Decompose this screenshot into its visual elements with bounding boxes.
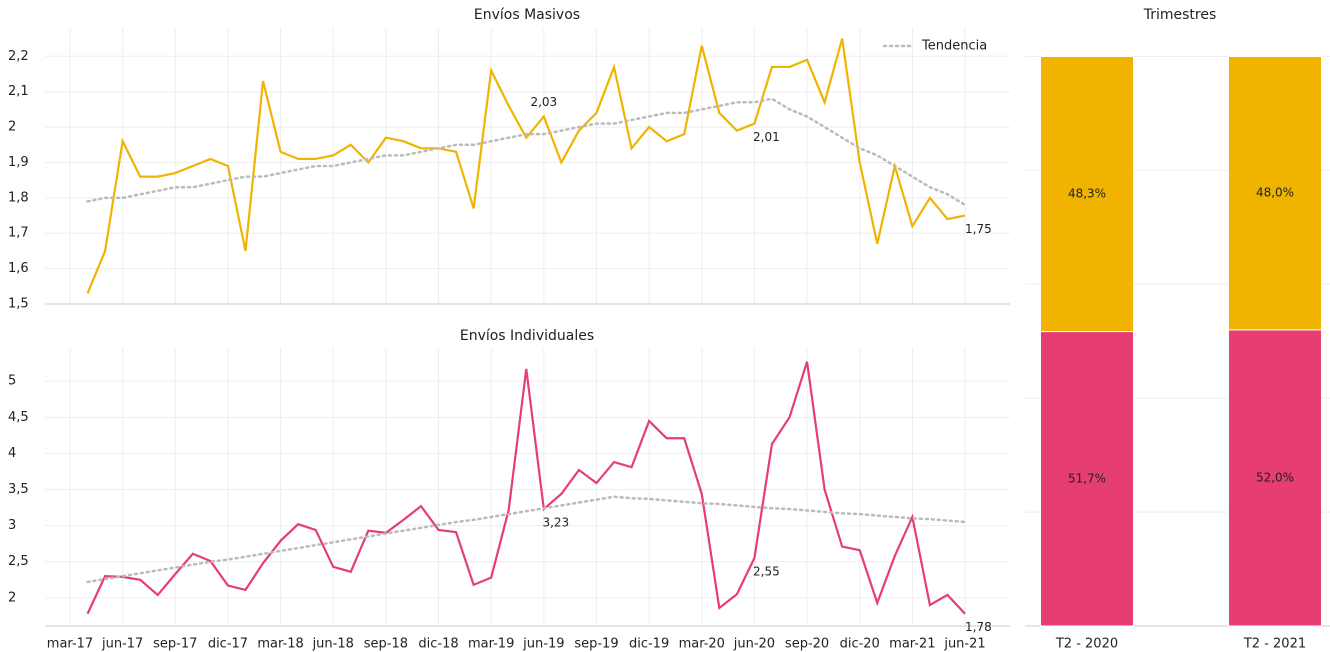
data-line	[86, 361, 966, 615]
y-tick-label: 5	[8, 374, 16, 389]
x-tick-label: sep-17	[153, 637, 197, 652]
y-tick-label: 4	[8, 446, 16, 461]
value-label: 2,03	[530, 95, 557, 109]
y-tick-label: 1,6	[8, 261, 29, 276]
value-label: 48,0%	[1256, 186, 1294, 200]
x-tick-label: mar-18	[257, 637, 303, 652]
bar-segment	[1040, 55, 1134, 333]
bar-segment	[1228, 329, 1322, 627]
y-tick-label: 4,5	[8, 410, 29, 425]
value-label: 52,0%	[1256, 470, 1294, 484]
bar-segment	[1228, 55, 1322, 331]
x-tick-label: mar-21	[889, 637, 935, 652]
y-tick-label: 1,8	[8, 190, 29, 205]
x-tick-label: sep-18	[364, 637, 408, 652]
x-tick-label: jun-18	[312, 637, 354, 652]
y-tick-label: 1,7	[8, 226, 29, 241]
legend-label: Tendencia	[921, 39, 987, 54]
chart-title: Envíos Individuales	[460, 328, 594, 344]
y-tick-label: 2	[8, 590, 16, 605]
chart-title: Envíos Masivos	[474, 7, 580, 23]
trend-line	[86, 495, 967, 584]
value-label: 48,3%	[1068, 187, 1106, 201]
bar-segment	[1040, 331, 1134, 627]
y-tick-label: 2,5	[8, 554, 29, 569]
x-tick-label: jun-20	[733, 637, 775, 652]
x-tick-label: jun-21	[943, 637, 985, 652]
y-tick-label: 2,2	[8, 49, 29, 64]
x-tick-label: jun-17	[101, 637, 143, 652]
data-line	[86, 38, 966, 294]
x-tick-label: mar-20	[679, 637, 725, 652]
x-tick-label: T2 - 2021	[1243, 637, 1306, 652]
value-label: 1,78	[965, 620, 992, 634]
x-tick-label: mar-19	[468, 637, 514, 652]
x-tick-label: dic-19	[629, 637, 669, 652]
x-tick-label: dic-17	[208, 637, 248, 652]
value-label: 3,23	[542, 516, 569, 530]
value-label: 51,7%	[1068, 471, 1106, 485]
y-tick-label: 1,9	[8, 155, 29, 170]
x-tick-label: dic-18	[418, 637, 458, 652]
x-tick-label: T2 - 2020	[1055, 637, 1118, 652]
chart-title: Trimestres	[1143, 7, 1217, 23]
x-tick-label: sep-19	[574, 637, 618, 652]
x-tick-label: jun-19	[522, 637, 564, 652]
y-tick-label: 2	[8, 120, 16, 135]
y-tick-label: 3,5	[8, 482, 29, 497]
value-label: 2,01	[753, 130, 780, 144]
y-tick-label: 3	[8, 518, 16, 533]
x-tick-label: dic-20	[840, 637, 880, 652]
x-tick-label: sep-20	[785, 637, 829, 652]
y-tick-label: 1,5	[8, 297, 29, 312]
trend-line	[86, 97, 967, 207]
value-label: 2,55	[753, 565, 780, 579]
value-label: 1,75	[965, 222, 992, 236]
x-tick-label: mar-17	[47, 637, 93, 652]
y-tick-label: 2,1	[8, 84, 29, 99]
